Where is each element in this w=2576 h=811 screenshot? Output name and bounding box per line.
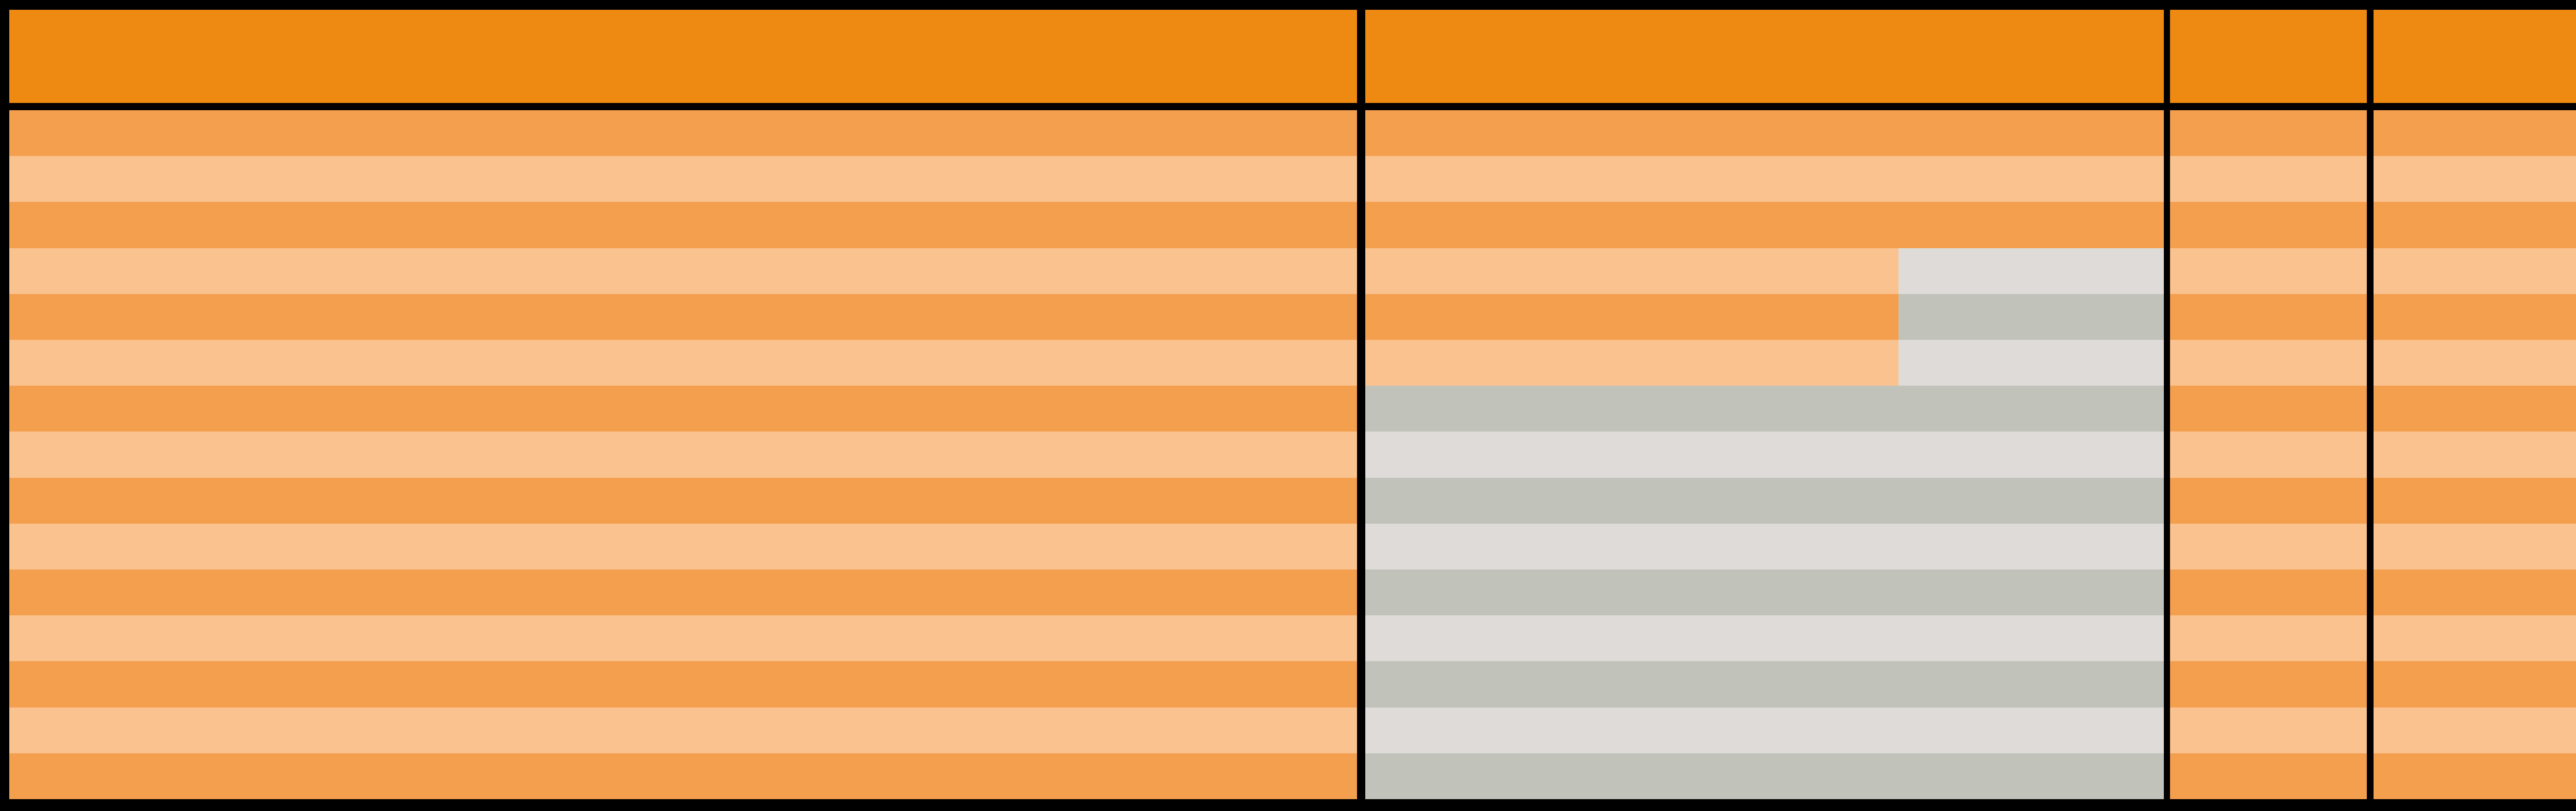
cell-r4-c1[interactable] xyxy=(9,248,1357,294)
header-cell-col2[interactable] xyxy=(1365,10,2164,103)
cell-r13-c3[interactable] xyxy=(2170,661,2367,708)
cell-r3-c1[interactable] xyxy=(9,202,1357,248)
cell-r7-c3[interactable] xyxy=(2170,386,2367,432)
cell-r9-c3[interactable] xyxy=(2170,477,2367,524)
cell-r10-c4[interactable] xyxy=(2374,523,2576,570)
cell-r11-c4[interactable] xyxy=(2374,569,2576,616)
cell-r9-c4[interactable] xyxy=(2374,477,2576,524)
cell-r1-c2[interactable] xyxy=(1365,110,2164,157)
cell-r6-c4[interactable] xyxy=(2374,339,2576,386)
cell-r4-c2[interactable] xyxy=(1365,248,2164,294)
cell-r8-c1[interactable] xyxy=(9,432,1357,478)
cell-r6-c2[interactable] xyxy=(1365,339,2164,386)
cell-r8-c2[interactable] xyxy=(1365,432,2164,478)
cell-r14-c4[interactable] xyxy=(2374,707,2576,753)
cell-r3-c2[interactable] xyxy=(1365,202,2164,248)
data-table xyxy=(9,10,2576,799)
cell-r1-c3[interactable] xyxy=(2170,110,2367,157)
cell-r10-c3[interactable] xyxy=(2170,523,2367,570)
cell-r3-c4[interactable] xyxy=(2374,202,2576,248)
cell-r12-c3[interactable] xyxy=(2170,615,2367,662)
cell-r14-c1[interactable] xyxy=(9,707,1357,753)
cell-r9-c2[interactable] xyxy=(1365,477,2164,524)
cell-r4-c4[interactable] xyxy=(2374,248,2576,294)
cell-r5-c1[interactable] xyxy=(9,294,1357,340)
cell-r2-c2[interactable] xyxy=(1365,156,2164,202)
cell-r6-c3[interactable] xyxy=(2170,339,2367,386)
column-separator-1 xyxy=(1357,10,1365,799)
header-divider xyxy=(9,103,2576,110)
cell-r14-c2[interactable] xyxy=(1365,707,2164,753)
cell-r13-c1[interactable] xyxy=(9,661,1357,708)
cell-r12-c4[interactable] xyxy=(2374,615,2576,662)
cell-r15-c3[interactable] xyxy=(2170,753,2367,799)
cell-r8-c3[interactable] xyxy=(2170,432,2367,478)
header-cell-col4[interactable] xyxy=(2374,10,2576,103)
header-cell-col1[interactable] xyxy=(9,10,1357,103)
header-cell-col3[interactable] xyxy=(2170,10,2367,103)
cell-r11-c3[interactable] xyxy=(2170,569,2367,616)
cell-r4-c3[interactable] xyxy=(2170,248,2367,294)
cell-r7-c4[interactable] xyxy=(2374,386,2576,432)
cell-r1-c4[interactable] xyxy=(2374,110,2576,157)
cell-r11-c2[interactable] xyxy=(1365,569,2164,616)
cell-r10-c1[interactable] xyxy=(9,523,1357,570)
cell-r13-c4[interactable] xyxy=(2374,661,2576,708)
cell-r7-c2[interactable] xyxy=(1365,386,2164,432)
cell-r2-c1[interactable] xyxy=(9,156,1357,202)
cell-r3-c3[interactable] xyxy=(2170,202,2367,248)
cell-r15-c1[interactable] xyxy=(9,753,1357,799)
cell-r1-c1[interactable] xyxy=(9,110,1357,157)
cell-r9-c1[interactable] xyxy=(9,477,1357,524)
cell-r5-c2[interactable] xyxy=(1365,294,2164,340)
cell-r5-c3[interactable] xyxy=(2170,294,2367,340)
cell-r13-c2[interactable] xyxy=(1365,661,2164,708)
cell-r2-c4[interactable] xyxy=(2374,156,2576,202)
cell-r12-c1[interactable] xyxy=(9,615,1357,662)
cell-r5-c4[interactable] xyxy=(2374,294,2576,340)
cell-r8-c4[interactable] xyxy=(2374,432,2576,478)
column-separator-2 xyxy=(2164,10,2170,799)
cell-r7-c1[interactable] xyxy=(9,386,1357,432)
cell-r12-c2[interactable] xyxy=(1365,615,2164,662)
cell-r2-c3[interactable] xyxy=(2170,156,2367,202)
cell-r15-c2[interactable] xyxy=(1365,753,2164,799)
cell-r15-c4[interactable] xyxy=(2374,753,2576,799)
cell-r10-c2[interactable] xyxy=(1365,523,2164,570)
cell-r14-c3[interactable] xyxy=(2170,707,2367,753)
cell-r6-c1[interactable] xyxy=(9,339,1357,386)
cell-r11-c1[interactable] xyxy=(9,569,1357,616)
column-separator-3 xyxy=(2367,10,2374,799)
